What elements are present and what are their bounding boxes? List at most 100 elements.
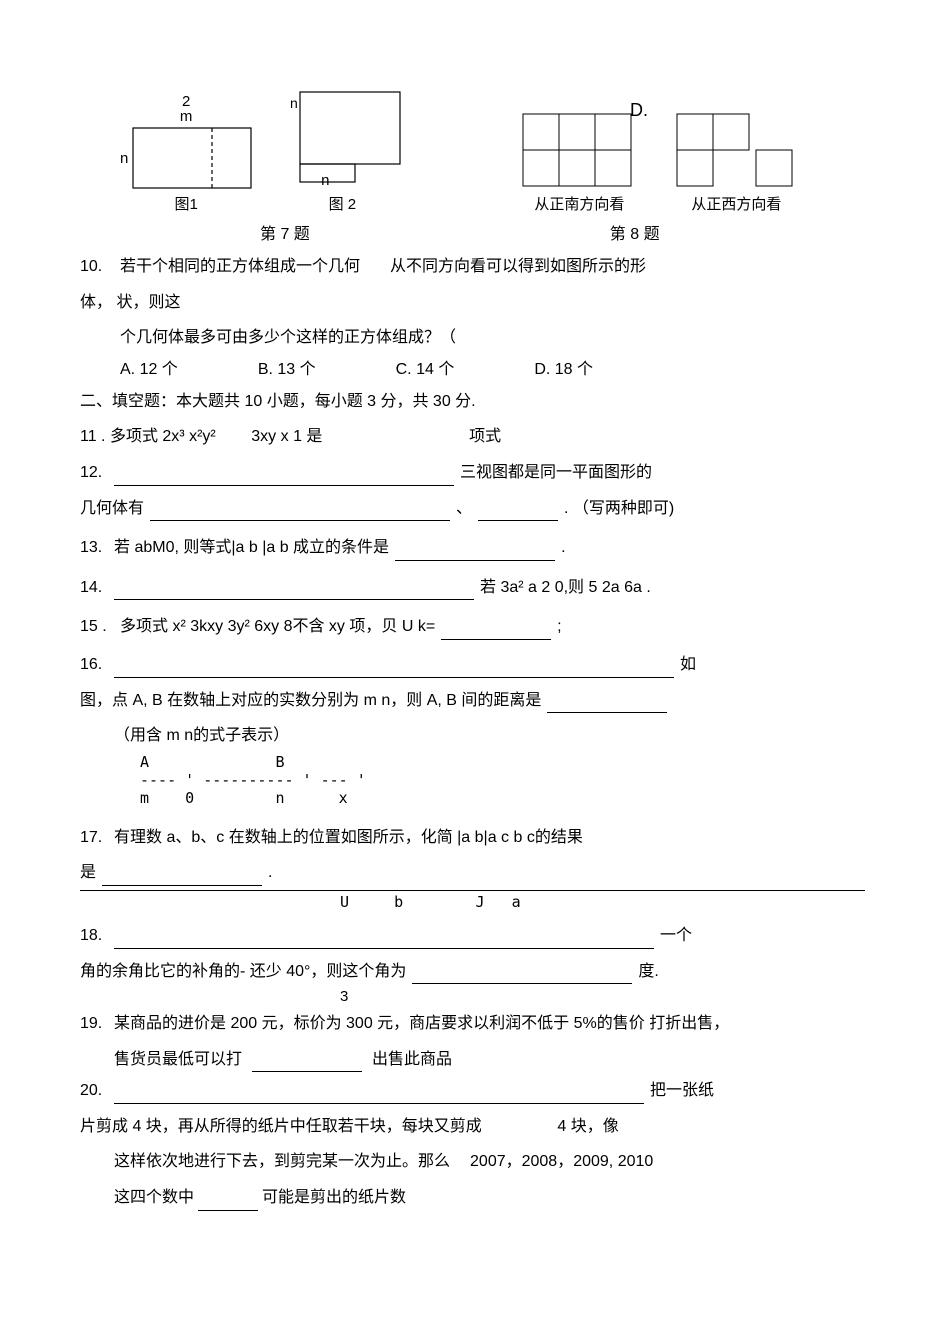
fig2-svg: n	[282, 90, 402, 186]
q15-blank[interactable]	[441, 623, 551, 640]
q7-label: 第 7 题	[260, 220, 310, 244]
section-2-title: 二、填空题：本大题共 10 小题，每小题 3 分，共 30 分.	[80, 389, 865, 415]
q20-line4a: 这四个数中	[114, 1185, 194, 1211]
figure-1: 2 m n 图1	[120, 93, 252, 214]
q20-num: 20.	[80, 1078, 114, 1104]
view-west-svg	[676, 113, 796, 189]
q14: 14. 若 3a² a 2 0,则 5 2a 6a .	[80, 575, 865, 601]
view-south: 从正南方向看	[522, 113, 636, 214]
q10-choices: A. 12 个 B. 13 个 C. 14 个 D. 18 个	[120, 355, 865, 379]
q19-blank[interactable]	[252, 1055, 362, 1072]
q19: 19. 某商品的进价是 200 元，标价为 300 元，商店要求以利润不低于 5…	[80, 1011, 865, 1037]
fig-question-labels: 第 7 题 第 8 题	[260, 220, 865, 244]
fig2-n-bottom: n	[321, 172, 329, 189]
q19-line2-row: 售货员最低可以打 出售此商品	[114, 1047, 865, 1073]
q20-tail: 把一张纸	[650, 1078, 714, 1104]
q15-tail: ;	[557, 614, 561, 640]
q17-tail: .	[268, 860, 272, 886]
q12-line2: 几何体有 、 . （写两种即可)	[80, 496, 865, 522]
q12-line2c: . （写两种即可)	[564, 496, 674, 522]
q14-blank[interactable]	[114, 583, 474, 600]
q17-line2: 是	[80, 860, 96, 886]
q10-choice-a: A. 12 个	[120, 355, 178, 379]
q12-tail: 三视图都是同一平面图形的	[460, 460, 652, 486]
q17-text: 有理数 a、b、c 在数轴上的位置如图所示，化简 |a b|a c b c的结果	[114, 825, 583, 851]
q13-blank[interactable]	[395, 544, 555, 561]
q12-blank3[interactable]	[478, 504, 558, 521]
q16-num: 16.	[80, 652, 114, 678]
q18-num: 18.	[80, 923, 114, 949]
q18-frac-bottom: 3	[340, 988, 865, 1005]
q12-blank1[interactable]	[114, 469, 454, 486]
q20-line3b: 2007，2008，2009, 2010	[470, 1149, 653, 1175]
q19-text: 某商品的进价是 200 元，标价为 300 元，商店要求以利润不低于 5%的售价…	[114, 1011, 729, 1037]
q16: 16. 如	[80, 652, 865, 678]
fig1-n-label: n	[120, 150, 128, 167]
q12-blank2[interactable]	[150, 504, 450, 521]
q10-line1b: 从不同方向看可以得到如图所示的形	[390, 254, 646, 280]
q16-blank1[interactable]	[114, 661, 674, 678]
q20-line2: 片剪成 4 块，再从所得的纸片中任取若干块，每块又剪成 4 块，像	[80, 1114, 865, 1140]
svg-text:n: n	[290, 95, 298, 111]
q17: 17. 有理数 a、b、c 在数轴上的位置如图所示，化简 |a b|a c b …	[80, 825, 865, 851]
q11: 11 . 多项式 2x³ x²y² 3xy x 1 是 项式	[80, 424, 865, 450]
q16-axis-top: A B	[140, 753, 865, 771]
q13: 13. 若 abM0, 则等式|a b |a b 成立的条件是 .	[80, 535, 865, 561]
q19-line2b: 出售此商品	[372, 1047, 452, 1073]
q20-blank1[interactable]	[114, 1087, 644, 1104]
q17-line2-row: 是 .	[80, 860, 865, 886]
q19-num: 19.	[80, 1011, 114, 1037]
q20: 20. 把一张纸	[80, 1078, 865, 1104]
q10-choice-b: B. 13 个	[258, 355, 316, 379]
fig1-m-label: m	[180, 108, 193, 125]
q17-num: 17.	[80, 825, 114, 851]
q16-tail: 如	[680, 652, 696, 678]
q18-line2a: 角的余角比它的补角的- 还少 40°，则这个角为	[80, 959, 406, 985]
q15: 15 . 多项式 x² 3kxy 3y² 6xy 8不含 xy 项，贝 U k=…	[80, 614, 865, 640]
fig2-caption: 图 2	[329, 193, 357, 214]
q8-label: 第 8 题	[610, 220, 660, 244]
q13-tail: .	[561, 535, 565, 561]
fig1-caption: 图1	[175, 193, 198, 214]
q16-line3: （用含 m n的式子表示）	[114, 723, 865, 749]
view-south-caption: 从正南方向看	[534, 193, 624, 214]
view-west-caption: 从正西方向看	[691, 193, 781, 214]
q18-line2b: 度.	[638, 959, 658, 985]
q19-line2a: 售货员最低可以打	[114, 1047, 242, 1073]
q20-line4-row: 这四个数中 可能是剪出的纸片数	[114, 1185, 865, 1211]
q16-axis-bot: m 0 n x	[140, 789, 865, 807]
q10-num: 10.	[80, 254, 120, 280]
page: D. 2 m n 图1 n	[0, 0, 945, 1338]
q14-num: 14.	[80, 575, 114, 601]
q17-blank[interactable]	[102, 869, 262, 886]
q10-line1a: 若干个相同的正方体组成一个几何	[120, 254, 360, 280]
q10: 10. 若干个相同的正方体组成一个几何 从不同方向看可以得到如图所示的形	[80, 254, 865, 280]
q10-line3: 个几何体最多可由多少个这样的正方体组成？（	[120, 325, 865, 351]
view-west: 从正西方向看	[676, 113, 796, 214]
q18: 18. 一个	[80, 923, 865, 949]
q17-axis-line	[80, 890, 865, 891]
q15-num: 15 .	[80, 614, 120, 640]
q20-line3a: 这样依次地进行下去，到剪完某一次为止。那么	[114, 1149, 450, 1175]
q12: 12. 三视图都是同一平面图形的	[80, 460, 865, 486]
q18-tail: 一个	[660, 923, 692, 949]
q12-line2b: 、	[456, 496, 472, 522]
q20-blank2[interactable]	[198, 1194, 258, 1211]
q17-axis-labels: U b J a	[340, 893, 865, 911]
q12-num: 12.	[80, 460, 114, 486]
q16-blank2[interactable]	[547, 696, 667, 713]
option-d-letter: D.	[630, 100, 648, 121]
fig1-svg	[132, 127, 252, 189]
q13-num: 13.	[80, 535, 114, 561]
q18-blank2[interactable]	[412, 967, 632, 984]
view-south-svg	[522, 113, 636, 189]
q10-choice-c: C. 14 个	[396, 355, 455, 379]
q16-line2-row: 图，点 A, B 在数轴上对应的实数分别为 m n，则 A, B 间的距离是	[80, 688, 865, 714]
q16-axis-dots: ---- ' ---------- ' --- '	[140, 771, 865, 789]
q10-choice-d: D. 18 个	[534, 355, 593, 379]
q15-text: 多项式 x² 3kxy 3y² 6xy 8不含 xy 项，贝 U k=	[120, 614, 435, 640]
figures-row: 2 m n 图1 n n 图 2	[120, 90, 865, 214]
q14-tail: 若 3a² a 2 0,则 5 2a 6a .	[480, 575, 651, 601]
q18-blank1[interactable]	[114, 932, 654, 949]
q10-line2: 体， 状，则这	[80, 290, 865, 316]
